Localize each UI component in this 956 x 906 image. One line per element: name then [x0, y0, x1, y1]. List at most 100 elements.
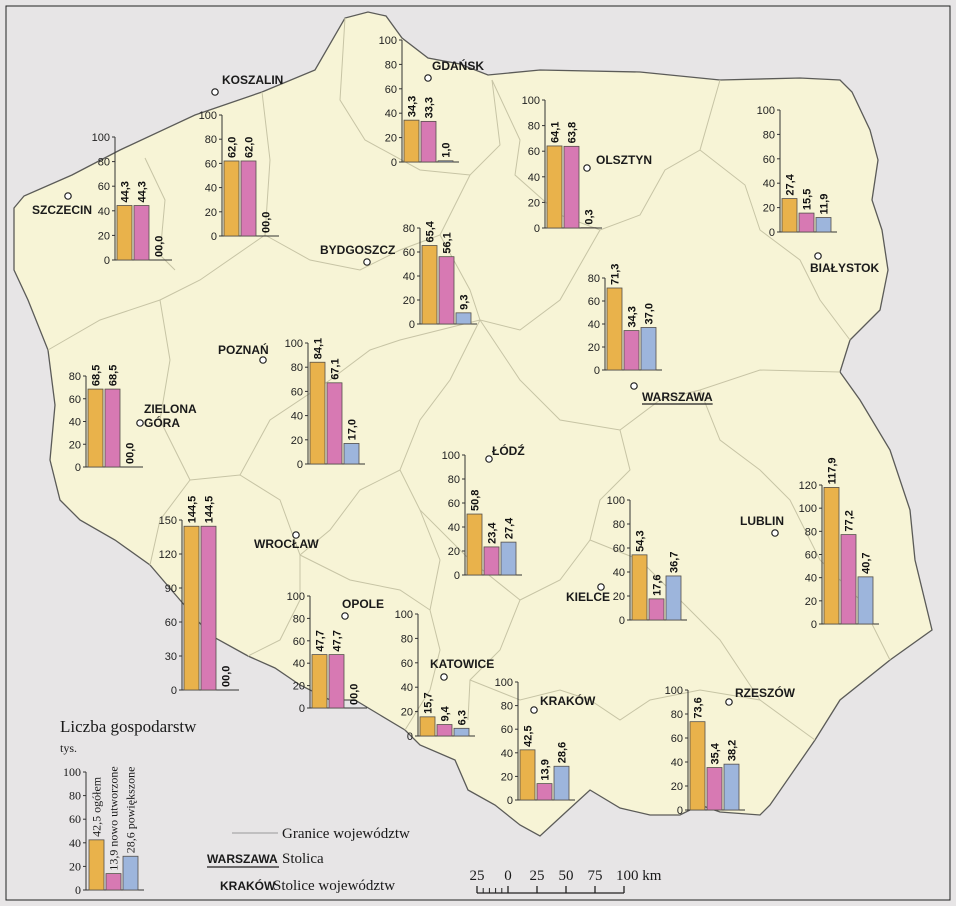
tick-label: 90 [165, 583, 177, 595]
tick-label: 60 [205, 158, 217, 170]
legend: Liczba gospodarstw tys. 100 80 60 40 20 0 42,5 o… [60, 717, 410, 897]
city-poznan: POZNAŃ [218, 342, 269, 364]
tick-label: 20 [401, 707, 413, 719]
tick-label: 80 [205, 134, 217, 146]
bar-total [689, 721, 706, 811]
value-label: 33,3 [424, 97, 436, 118]
city-marker-icon [597, 583, 605, 591]
bar-total [309, 361, 326, 465]
tick-label: 80 [763, 129, 775, 141]
bar-enlarged [857, 576, 874, 625]
tick-label: 20 [763, 203, 775, 215]
city-olsztyn: OLSZTYN [583, 153, 652, 172]
city-name: WARSZAWA [642, 390, 713, 404]
chart-lublin: 120 100 80 60 40 20 0 117,9 77,2 40,7 [799, 458, 879, 631]
value-label: 37,0 [644, 303, 656, 324]
tick-label: 80 [501, 701, 513, 713]
tick-label: 0 [769, 227, 775, 239]
tick-label: 20 [69, 439, 81, 451]
tick-label: 100 [757, 105, 775, 117]
value-label: 56,1 [442, 232, 454, 253]
bar-new [563, 145, 580, 229]
tick-label: 20 [528, 197, 540, 209]
chart-katowice: 100 80 60 40 20 0 15,7 9,4 6,3 [395, 609, 475, 743]
tick-label: 20 [448, 546, 460, 558]
bar-new [200, 525, 217, 691]
value-label: 6,3 [457, 710, 469, 725]
boundary-legend-label: Granice województw [282, 826, 410, 842]
tick-label: 80 [401, 633, 413, 645]
tick-label: 40 [291, 411, 303, 423]
tick-label: 0 [75, 462, 81, 474]
value-label: 144,5 [187, 496, 199, 524]
bar-total [87, 388, 104, 468]
value-label: 9,3 [459, 295, 471, 310]
bar-total [421, 245, 438, 325]
chart-zielona: 80 60 40 20 0 68,5 68,5 00,0 [69, 365, 143, 474]
bar-new [648, 598, 665, 621]
tick-label: 40 [385, 108, 397, 120]
value-label: 47,7 [315, 630, 327, 651]
bar-enlarged [453, 727, 470, 737]
chart-bydgoszcz: 80 60 40 20 0 65,4 56,1 9,3 [403, 220, 477, 331]
bar-enlarged [437, 160, 454, 163]
value-label: 28,6 [557, 742, 569, 763]
tick-label: 40 [528, 172, 540, 184]
tick-label: 0 [104, 255, 110, 267]
tick-label: 0 [619, 615, 625, 627]
tick-label: 20 [291, 435, 303, 447]
tick-label: 40 [401, 682, 413, 694]
city-name: RZESZÓW [735, 685, 796, 700]
bar-new [798, 212, 815, 233]
city-name: SZCZECIN [32, 203, 92, 217]
city-marker-icon [814, 252, 822, 260]
value-label: 35,4 [710, 742, 722, 764]
city-name: ŁÓDŹ [492, 443, 525, 458]
tick-label: 0 [297, 459, 303, 471]
city-name: LUBLIN [740, 514, 784, 528]
city-warszawa: WARSZAWA [630, 382, 713, 405]
tick-label: 60 [98, 181, 110, 193]
bar-total [311, 654, 328, 709]
city-name: OLSZTYN [596, 153, 652, 167]
scale-tick-label: 100 km [616, 868, 662, 884]
city-szczecin: SZCZECIN [32, 192, 92, 217]
tick-label: 0 [507, 795, 513, 807]
city-name: GDAŃSK [432, 58, 484, 73]
city-name: POZNAŃ [218, 342, 269, 357]
city-name: WROCŁAW [254, 537, 319, 551]
chart-szczecin: 100 80 60 40 20 0 44,3 44,3 00,0 [92, 132, 172, 267]
tick-label: 100 [522, 95, 540, 107]
value-label: 17,6 [652, 574, 664, 595]
value-label: 13,9 [540, 759, 552, 780]
bar-total [116, 205, 133, 261]
tick-label: 100 [799, 503, 817, 515]
value-label: 00,0 [154, 236, 166, 257]
bar-enlarged [640, 327, 657, 371]
tick-label: 100 [665, 685, 683, 697]
bar-total [183, 525, 200, 691]
tick-label: 40 [763, 178, 775, 190]
tick-label: 20 [98, 230, 110, 242]
tick-label: 60 [69, 394, 81, 406]
legend-series-label: 13,9 nowo utworzone [107, 766, 121, 870]
legend-series-label: 42,5 ogółem [90, 776, 104, 837]
bar-new [420, 120, 437, 163]
bar-total [781, 198, 798, 233]
chart-poznan: 100 80 60 40 20 0 84,1 67,1 17,0 [285, 338, 365, 471]
chart-bialystok: 100 80 60 40 20 0 27,4 15,5 11,9 [757, 105, 837, 239]
tick-label: 60 [501, 724, 513, 736]
tick-label: 100 [607, 495, 625, 507]
tick-label: 40 [293, 658, 305, 670]
city-koszalin: KOSZALIN [211, 73, 283, 96]
value-label: 68,5 [108, 365, 120, 386]
value-label: 84,1 [313, 338, 325, 359]
tick-label: 60 [403, 247, 415, 259]
city-kielce: KIELCE [566, 583, 610, 604]
bar-enlarged [665, 575, 682, 621]
value-label: 67,1 [330, 358, 342, 379]
city-name: OPOLE [342, 597, 384, 611]
tick-label: 20 [613, 591, 625, 603]
